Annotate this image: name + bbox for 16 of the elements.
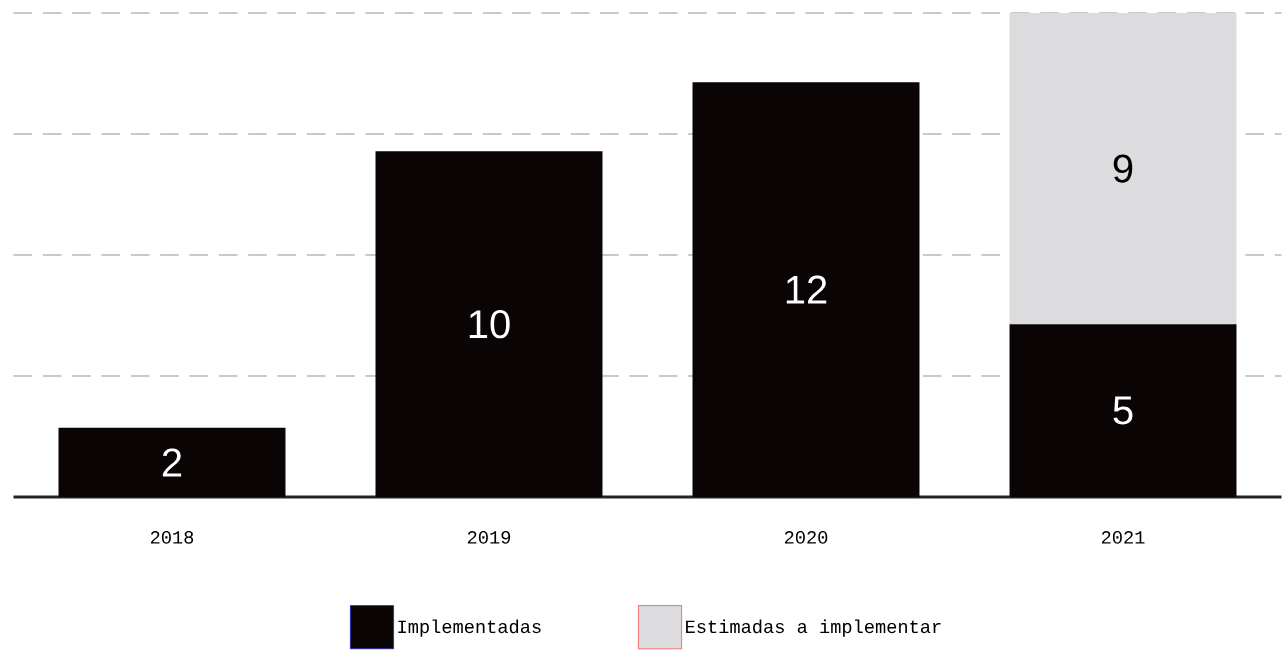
bar [375, 151, 603, 497]
bar [1009, 324, 1237, 497]
data-label: 9 [1113, 154, 1133, 183]
bar [58, 427, 286, 497]
x-tick-label: 2019 [467, 531, 511, 544]
legend-label: Implementadas [398, 619, 541, 637]
x-tick-label: 2018 [150, 531, 194, 544]
data-label: 5 [1113, 396, 1133, 425]
data-label: 10 [469, 309, 510, 339]
bar [1009, 13, 1237, 325]
bar [692, 82, 920, 497]
x-tick-label: 2021 [1101, 531, 1145, 544]
x-tick-label: 2020 [784, 531, 828, 544]
data-label: 12 [786, 275, 827, 304]
data-label: 2 [162, 448, 182, 477]
legend-label: Estimadas a implementar [686, 619, 941, 637]
